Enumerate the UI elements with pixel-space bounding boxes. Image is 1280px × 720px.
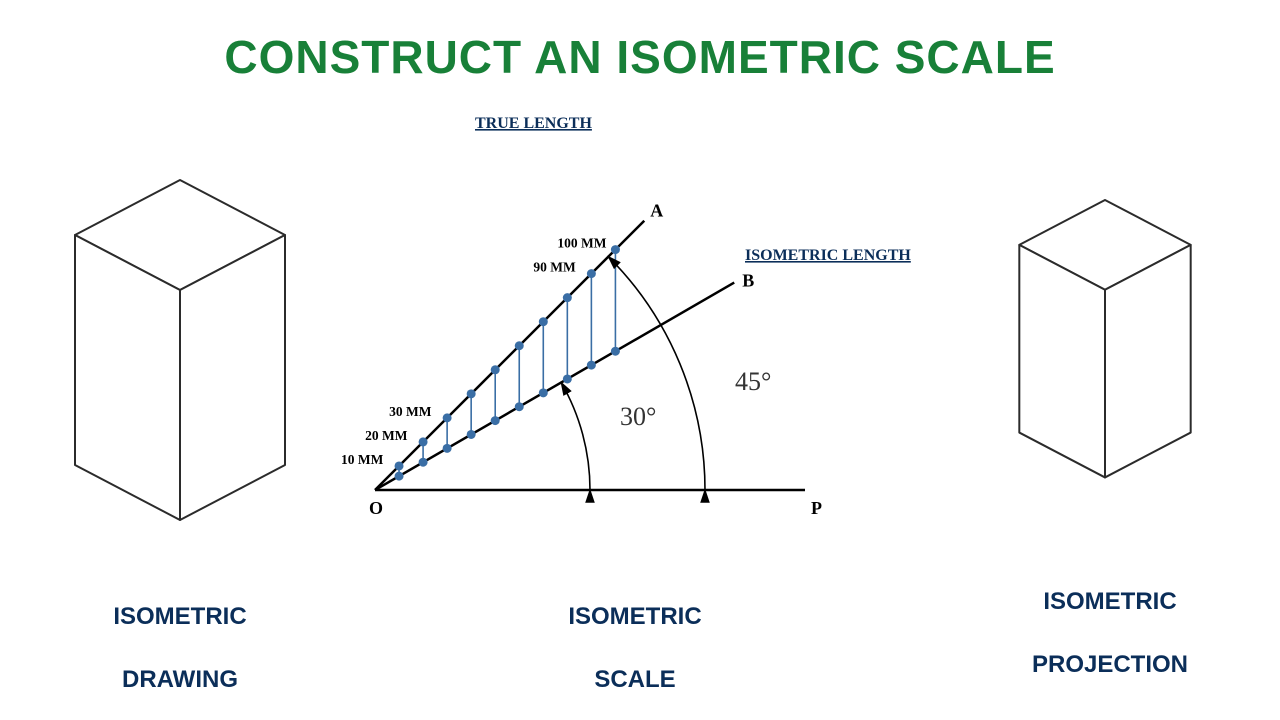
caption-text: ISOMETRIC: [1043, 588, 1176, 615]
caption-text: ISOMETRIC: [113, 603, 246, 630]
svg-text:100 MM: 100 MM: [557, 236, 606, 251]
svg-text:B: B: [742, 271, 754, 291]
svg-text:45°: 45°: [735, 367, 771, 396]
isometric-scale-caption: ISOMETRIC SCALE: [335, 570, 935, 695]
isometric-projection-caption: ISOMETRIC PROJECTION: [980, 555, 1240, 680]
page-title: CONSTRUCT AN ISOMETRIC SCALE: [0, 30, 1280, 84]
svg-text:90 MM: 90 MM: [533, 260, 576, 275]
isometric-drawing-svg: [40, 165, 320, 525]
svg-text:10 MM: 10 MM: [341, 452, 384, 467]
svg-text:30 MM: 30 MM: [389, 404, 432, 419]
isometric-scale-panel: O P A B 30° 45° TRUE LENGTH ISOMETRIC LENGTH 10 …: [335, 110, 935, 540]
svg-text:20 MM: 20 MM: [365, 428, 408, 443]
svg-text:30°: 30°: [620, 402, 656, 431]
isometric-scale-svg: O P A B 30° 45° TRUE LENGTH ISOMETRIC LENGTH 10 …: [335, 110, 935, 540]
svg-text:O: O: [369, 498, 383, 518]
svg-text:P: P: [811, 498, 822, 518]
svg-text:A: A: [650, 201, 663, 221]
svg-text:ISOMETRIC LENGTH: ISOMETRIC LENGTH: [745, 247, 911, 264]
svg-text:TRUE LENGTH: TRUE LENGTH: [475, 115, 592, 132]
isometric-projection-svg: [980, 180, 1240, 510]
isometric-drawing-caption: ISOMETRIC DRAWING: [40, 570, 320, 695]
isometric-projection-panel: [980, 180, 1240, 510]
isometric-drawing-panel: [40, 165, 320, 525]
caption-text: SCALE: [594, 666, 675, 693]
caption-text: DRAWING: [122, 666, 238, 693]
caption-text: PROJECTION: [1032, 651, 1188, 678]
caption-text: ISOMETRIC: [568, 603, 701, 630]
